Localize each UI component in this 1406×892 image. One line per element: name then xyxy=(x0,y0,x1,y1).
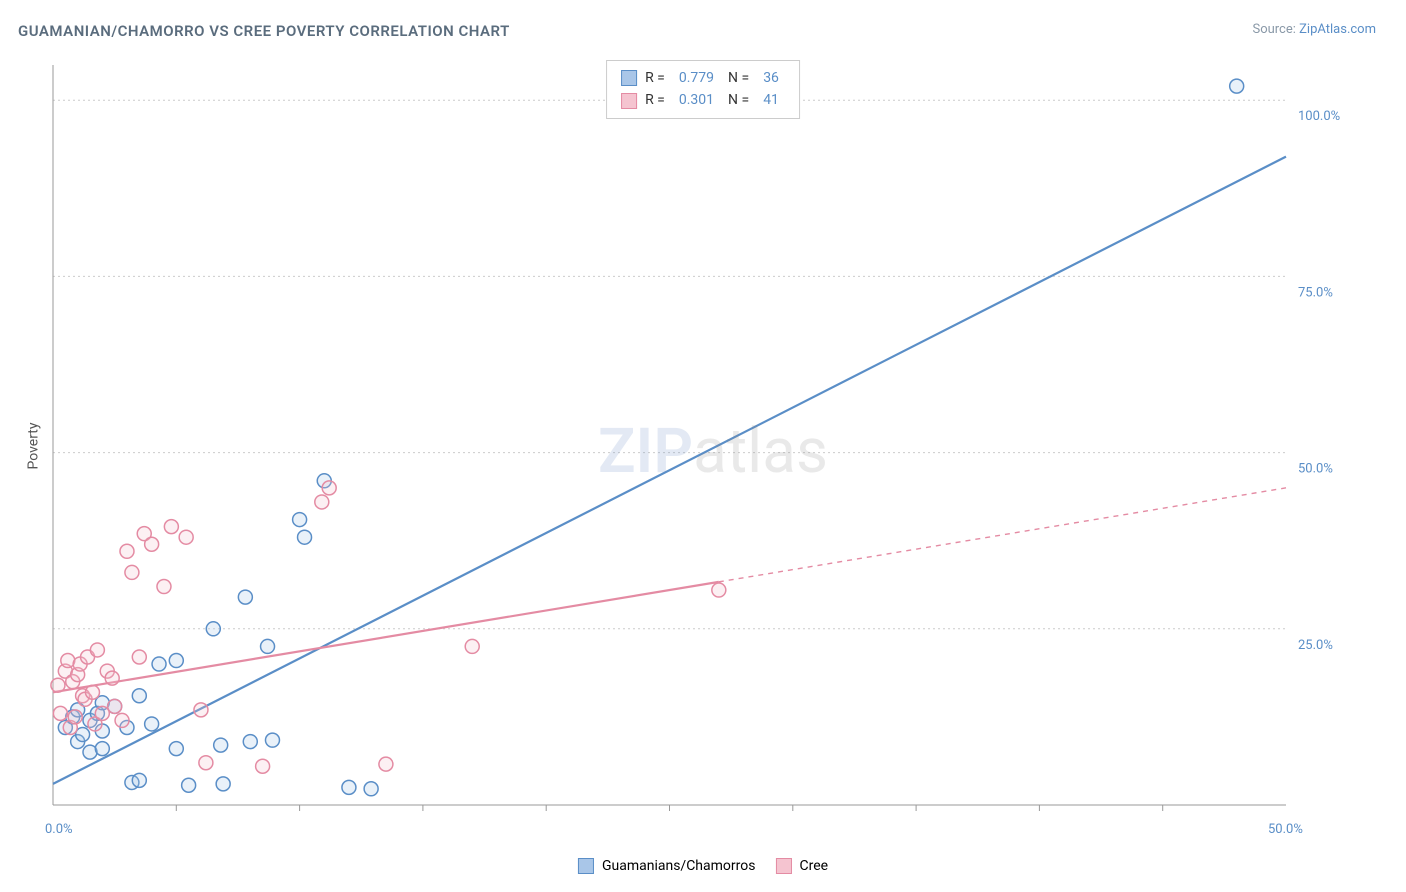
legend-swatch-guamanians-b xyxy=(578,858,594,874)
svg-text:100.0%: 100.0% xyxy=(1298,109,1340,124)
source-link[interactable]: ZipAtlas.com xyxy=(1299,22,1376,37)
legend-swatch-cree-b xyxy=(775,858,791,874)
legend-stats-row-2: R = 0.301 N = 41 xyxy=(621,89,785,111)
svg-text:50.0%: 50.0% xyxy=(1298,462,1333,477)
legend-stats: R = 0.779 N = 36 R = 0.301 N = 41 xyxy=(606,60,800,119)
n-value-2: 41 xyxy=(763,89,779,111)
r-value-2: 0.301 xyxy=(679,89,714,111)
r-value-1: 0.779 xyxy=(679,67,714,89)
legend-swatch-guamanians xyxy=(621,70,637,86)
chart-svg: 25.0% 50.0% 75.0% 100.0% 0.0% 50.0% xyxy=(48,60,1378,850)
source-attribution: Source: ZipAtlas.com xyxy=(1252,22,1376,37)
legend-swatch-cree xyxy=(621,93,637,109)
y-axis-label: Poverty xyxy=(26,422,42,469)
legend-stats-row-1: R = 0.779 N = 36 xyxy=(621,67,785,89)
series-name-2: Cree xyxy=(799,858,828,874)
series-name-1: Guamanians/Chamorros xyxy=(602,858,756,874)
n-value-1: 36 xyxy=(763,67,779,89)
svg-text:0.0%: 0.0% xyxy=(45,822,73,837)
r-label-2: R = xyxy=(645,89,665,111)
n-label-2: N = xyxy=(728,89,749,111)
plot-area: 25.0%50.0%75.0%100.0%0.0%50.0% ZIPatlas xyxy=(48,60,1378,850)
source-label: Source: xyxy=(1252,22,1299,37)
legend-series: Guamanians/Chamorros Cree xyxy=(578,858,828,874)
legend-item-cree: Cree xyxy=(775,858,828,874)
svg-text:50.0%: 50.0% xyxy=(1268,822,1303,837)
chart-container: GUAMANIAN/CHAMORRO VS CREE POVERTY CORRE… xyxy=(0,0,1406,892)
svg-text:75.0%: 75.0% xyxy=(1298,285,1333,300)
svg-text:25.0%: 25.0% xyxy=(1298,638,1333,653)
chart-title: GUAMANIAN/CHAMORRO VS CREE POVERTY CORRE… xyxy=(18,22,510,40)
r-label: R = xyxy=(645,67,665,89)
n-label: N = xyxy=(728,67,749,89)
legend-item-guamanians: Guamanians/Chamorros xyxy=(578,858,756,874)
